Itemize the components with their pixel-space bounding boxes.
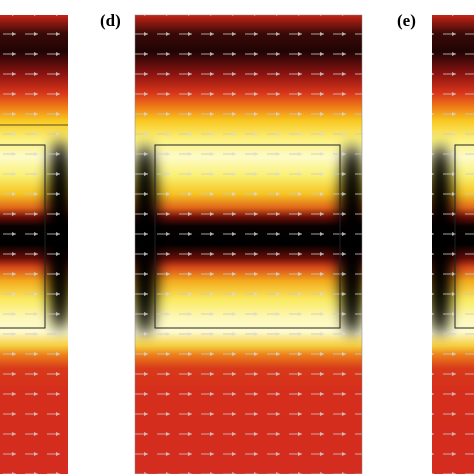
panel-middle (135, 15, 362, 474)
panel-right (432, 15, 474, 474)
panel-left (0, 15, 68, 474)
panel-label: (e) (397, 11, 416, 30)
panel-label: (d) (100, 11, 121, 30)
